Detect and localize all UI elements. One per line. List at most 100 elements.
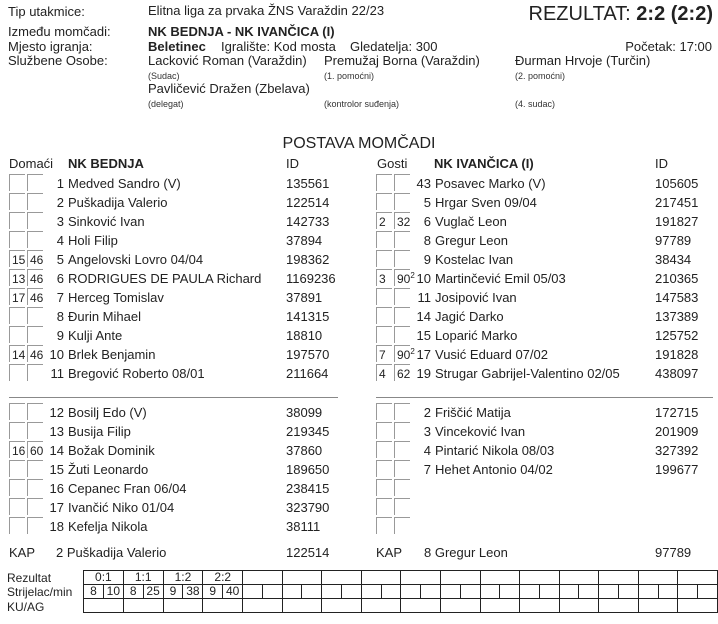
spectators: Gledatelja: 300 xyxy=(350,39,438,54)
player-name: Brlek Benjamin xyxy=(68,347,156,362)
goal-minute-cell: 10 xyxy=(102,584,124,599)
player-name: Herceg Tomislav xyxy=(68,290,164,305)
player-id: 438097 xyxy=(655,366,699,381)
player-name: Božak Dominik xyxy=(68,443,155,458)
divider xyxy=(9,397,338,398)
player-id: 135561 xyxy=(286,176,330,191)
minute-box-right: 46 xyxy=(27,269,43,286)
player-id: 37894 xyxy=(286,233,323,248)
goal-minute-cell xyxy=(617,584,639,599)
player-number: 12 xyxy=(49,405,64,420)
minute-box-right xyxy=(394,250,410,267)
scorer-number-cell xyxy=(400,584,422,599)
minute-box-left: 3 xyxy=(376,269,392,286)
player-id: 198362 xyxy=(286,252,330,267)
player-number: 4 xyxy=(423,443,431,458)
minute-box-left xyxy=(376,307,392,324)
scorer-number-cell: 9 xyxy=(202,584,224,599)
minute-box-left xyxy=(376,174,392,191)
minute-box-left xyxy=(9,307,25,324)
minute-box-left: 4 xyxy=(376,364,392,381)
result-label: REZULTAT: xyxy=(528,3,631,25)
minute-box-right xyxy=(394,326,410,343)
player-id: 37891 xyxy=(286,290,323,305)
kuag-cell xyxy=(479,598,521,613)
score-cell xyxy=(321,570,362,585)
minute-box-left xyxy=(9,460,25,477)
scorer-number-cell xyxy=(439,584,461,599)
scorer-number-cell xyxy=(598,584,619,599)
goal-minute-cell xyxy=(261,584,283,599)
kuag-cell xyxy=(360,598,402,613)
minute-box-left xyxy=(376,498,392,515)
minute-box-right xyxy=(394,479,410,496)
goals-row-label-scorer: Strijelac/min xyxy=(7,585,73,599)
player-name: Posavec Marko (V) xyxy=(435,176,546,191)
home-captain-label: KAP xyxy=(9,545,36,560)
minute-box-left xyxy=(9,498,25,515)
minute-box-left: 7 xyxy=(376,345,392,362)
kuag-cell xyxy=(122,598,164,613)
minute-box-left xyxy=(9,479,25,496)
kuag-cell xyxy=(202,598,244,613)
goal-minute-cell: 40 xyxy=(222,584,244,599)
away-id-header: ID xyxy=(655,156,668,171)
match-type-label: Tip utakmice: xyxy=(8,4,85,19)
minute-box-left: 16 xyxy=(9,441,25,458)
score-cell: 0:1 xyxy=(83,570,124,585)
lineup-title: POSTAVA MOMČADI xyxy=(282,135,436,152)
player-name: Puškadija Valerio xyxy=(68,195,168,210)
player-number: 14 xyxy=(49,443,64,458)
player-id: 201909 xyxy=(655,424,699,439)
minute-box-left xyxy=(376,231,392,248)
minute-box-left xyxy=(376,403,392,420)
player-number: 11 xyxy=(50,366,65,381)
minute-box-right xyxy=(27,212,43,229)
score-cell xyxy=(281,570,323,585)
minute-box-right xyxy=(394,174,410,191)
player-number: 19 xyxy=(416,366,431,381)
player-name: Ivančić Niko 01/04 xyxy=(68,500,175,515)
player-id: 38434 xyxy=(655,252,692,267)
minute-box-left xyxy=(376,288,392,305)
minute-box-left xyxy=(9,517,25,534)
minute-box-left xyxy=(9,326,25,343)
goal-minute-cell xyxy=(420,584,441,599)
minute-box-right: 62 xyxy=(394,364,410,381)
score-cell xyxy=(598,570,639,585)
goal-minute-cell xyxy=(657,584,679,599)
player-number: 7 xyxy=(56,290,64,305)
score-cell xyxy=(439,570,481,585)
goal-minute-cell xyxy=(380,584,402,599)
scorer-number-cell xyxy=(479,584,501,599)
player-name: Martinčević Emil 05/03 xyxy=(435,271,566,286)
minute-box-right xyxy=(27,174,43,191)
player-id: 191828 xyxy=(655,347,699,362)
score-cell xyxy=(677,570,718,585)
player-id: 197570 xyxy=(286,347,330,362)
player-number: 9 xyxy=(56,328,64,343)
player-name: Hrgar Sven 09/04 xyxy=(435,195,537,210)
player-name: Angelovski Lovro 04/04 xyxy=(68,252,204,267)
player-number: 16 xyxy=(49,481,64,496)
player-name: Strugar Gabrijel-Valentino 02/05 xyxy=(435,366,620,381)
away-side-label: Gosti xyxy=(377,156,408,171)
player-number: 2 xyxy=(56,195,64,210)
scorer-number-cell xyxy=(637,584,659,599)
goal-minute-cell xyxy=(459,584,481,599)
official-role: (delegat) xyxy=(148,99,184,109)
score-cell xyxy=(558,570,600,585)
goal-minute-cell xyxy=(499,584,521,599)
pitch: Igralište: Kod mosta xyxy=(221,39,336,54)
scorer-number-cell xyxy=(558,584,580,599)
score-cell: 1:2 xyxy=(162,570,204,585)
minute-box-right: 902 xyxy=(394,345,415,362)
minute-box-right xyxy=(394,422,410,439)
player-number: 5 xyxy=(56,252,64,267)
venue: Beletinec xyxy=(148,39,206,54)
player-id: 142733 xyxy=(286,214,330,229)
player-id: 38111 xyxy=(286,519,321,534)
goal-minute-cell: 25 xyxy=(142,584,164,599)
minute-box-right xyxy=(27,326,43,343)
